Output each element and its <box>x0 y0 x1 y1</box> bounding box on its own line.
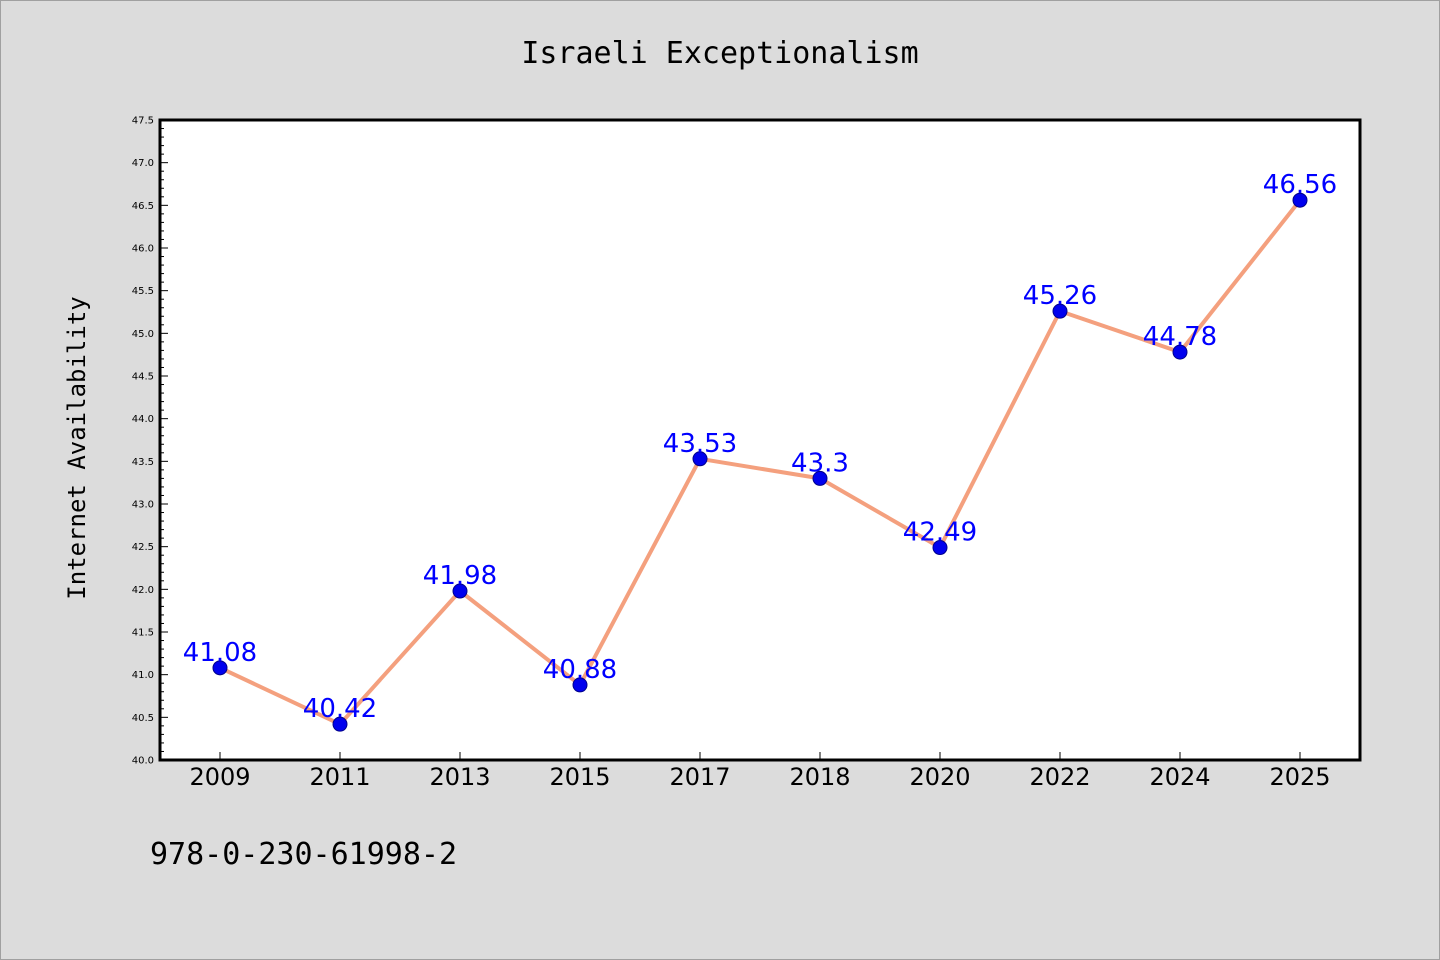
y-tick-label: 45.0 <box>132 329 154 340</box>
data-point <box>212 660 228 676</box>
data-point <box>1052 303 1068 319</box>
x-tick-label: 2009 <box>189 763 250 791</box>
data-label: 45.26 <box>1023 281 1097 311</box>
data-label: 42.49 <box>903 518 977 548</box>
y-tick-label: 46.0 <box>132 244 154 255</box>
y-tick-label: 42.0 <box>132 585 154 596</box>
y-tick-label: 42.5 <box>132 542 154 553</box>
isbn-footer: 978-0-230-61998-2 <box>150 837 457 872</box>
data-point <box>572 677 588 693</box>
y-tick-label: 40.5 <box>132 713 154 724</box>
data-point <box>452 583 468 599</box>
data-point <box>332 716 348 732</box>
chart-title: Israeli Exceptionalism <box>521 36 918 71</box>
data-point <box>1172 344 1188 360</box>
x-tick-label: 2011 <box>309 763 370 791</box>
data-label: 46.56 <box>1263 170 1337 200</box>
y-tick-label: 45.5 <box>132 286 154 297</box>
y-tick-label: 41.0 <box>132 670 154 681</box>
y-axis-label: Internet Availability <box>63 296 91 599</box>
x-tick-label: 2025 <box>1269 763 1330 791</box>
y-tick-label: 47.0 <box>132 158 154 169</box>
x-tick-label: 2020 <box>909 763 970 791</box>
data-label: 41.98 <box>423 561 497 591</box>
y-tick-label: 44.0 <box>132 414 154 425</box>
plot-border <box>158 118 1362 762</box>
y-tick-label: 47.5 <box>132 116 154 127</box>
marker-group <box>212 192 1308 732</box>
y-tick-label: 41.5 <box>132 628 154 639</box>
plot-area <box>160 120 1360 760</box>
y-tick-label: 46.5 <box>132 201 154 212</box>
data-label: 43.3 <box>791 448 849 478</box>
y-tick-label: 40.0 <box>132 756 154 767</box>
data-point <box>932 540 948 556</box>
data-label: 40.42 <box>303 694 377 724</box>
data-label: 41.08 <box>183 638 257 668</box>
x-tick-label: 2013 <box>429 763 490 791</box>
x-tick-label: 2017 <box>669 763 730 791</box>
data-label: 44.78 <box>1143 322 1217 352</box>
x-axis: 2009 2011 2013 2015 2017 2018 2020 2022 2024 2025 <box>189 752 1331 791</box>
data-point <box>812 470 828 486</box>
data-label-group: 41.08 40.42 41.98 40.88 43.53 43.3 42.49 45.26 4… <box>183 170 1337 724</box>
x-tick-label: 2018 <box>789 763 850 791</box>
x-tick-label: 2022 <box>1029 763 1090 791</box>
data-label: 43.53 <box>663 429 737 459</box>
series-line <box>218 198 1302 727</box>
x-tick-label: 2024 <box>1149 763 1210 791</box>
y-tick-label: 43.0 <box>132 500 154 511</box>
data-point <box>692 451 708 467</box>
y-tick-label: 44.5 <box>132 372 154 383</box>
data-label: 40.88 <box>543 655 617 685</box>
x-tick-label: 2015 <box>549 763 610 791</box>
series-line-group <box>218 198 1302 727</box>
data-point <box>1292 192 1308 208</box>
y-tick-label: 43.5 <box>132 457 154 468</box>
